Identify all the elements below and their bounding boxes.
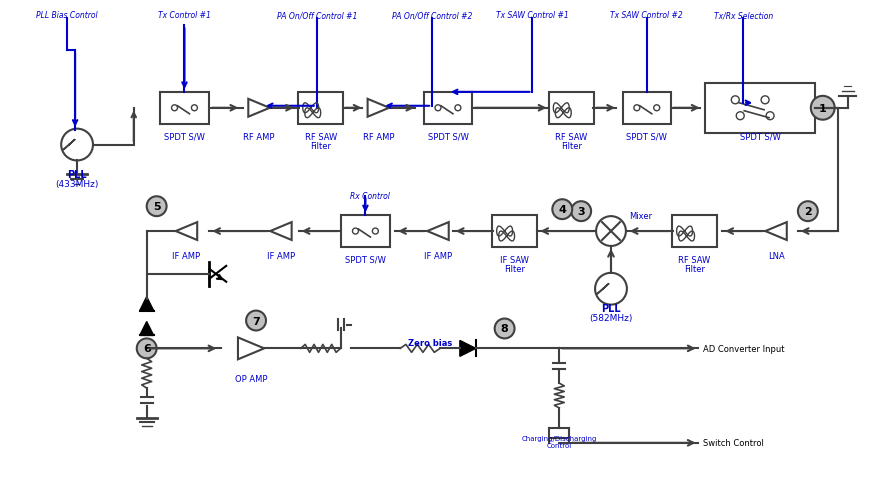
Circle shape — [136, 339, 157, 359]
Text: IF AMP: IF AMP — [267, 252, 295, 260]
Text: RF SAW: RF SAW — [304, 132, 337, 141]
Text: 2: 2 — [804, 207, 812, 216]
Bar — [549, 93, 593, 124]
Polygon shape — [460, 341, 476, 357]
Text: Mixer: Mixer — [629, 212, 652, 221]
Text: RF AMP: RF AMP — [243, 132, 275, 141]
Text: LNA: LNA — [767, 252, 784, 260]
Bar — [492, 216, 537, 248]
Text: PLL: PLL — [601, 303, 620, 313]
Text: RF AMP: RF AMP — [362, 132, 394, 141]
Text: 6: 6 — [143, 344, 150, 354]
Text: 8: 8 — [500, 324, 508, 334]
Bar — [623, 93, 670, 124]
Text: Tx Control #1: Tx Control #1 — [158, 12, 211, 20]
Text: Filter: Filter — [561, 141, 582, 150]
Text: OP AMP: OP AMP — [234, 374, 268, 384]
Bar — [672, 216, 717, 248]
Circle shape — [811, 96, 835, 120]
Polygon shape — [140, 297, 154, 311]
Text: Filter: Filter — [504, 264, 525, 273]
Text: PA On/Off Control #2: PA On/Off Control #2 — [392, 12, 472, 20]
Text: Filter: Filter — [684, 264, 705, 273]
Bar — [705, 84, 815, 133]
Circle shape — [494, 319, 514, 339]
Circle shape — [571, 202, 592, 222]
Text: Switch Control: Switch Control — [704, 438, 765, 447]
Text: RF SAW: RF SAW — [678, 255, 710, 264]
Text: 4: 4 — [558, 205, 566, 215]
Text: 5: 5 — [153, 202, 160, 212]
Text: IF SAW: IF SAW — [500, 255, 529, 264]
Text: (433MHz): (433MHz) — [55, 180, 99, 189]
Circle shape — [246, 311, 266, 331]
Bar — [159, 93, 209, 124]
Text: Tx SAW Control #2: Tx SAW Control #2 — [611, 12, 683, 20]
Circle shape — [798, 202, 818, 222]
Bar — [340, 216, 390, 248]
Text: SPDT S/W: SPDT S/W — [428, 132, 468, 141]
Text: Rx Control: Rx Control — [351, 192, 390, 201]
Text: PA On/Off Control #1: PA On/Off Control #1 — [276, 12, 357, 20]
Text: Tx SAW Control #1: Tx SAW Control #1 — [496, 12, 569, 20]
Text: IF AMP: IF AMP — [424, 252, 452, 260]
Circle shape — [147, 197, 166, 216]
Text: SPDT S/W: SPDT S/W — [626, 132, 668, 141]
Text: AD Converter Input: AD Converter Input — [704, 344, 785, 353]
Text: RF SAW: RF SAW — [555, 132, 587, 141]
Bar — [298, 93, 343, 124]
Text: PLL Bias Control: PLL Bias Control — [37, 12, 98, 20]
Text: SPDT S/W: SPDT S/W — [739, 132, 780, 141]
Text: IF AMP: IF AMP — [172, 252, 200, 260]
Text: PLL: PLL — [67, 170, 87, 180]
Polygon shape — [140, 322, 154, 336]
Bar — [424, 93, 472, 124]
Circle shape — [552, 200, 572, 220]
Text: 1: 1 — [819, 104, 827, 114]
Text: SPDT S/W: SPDT S/W — [345, 255, 386, 264]
Text: Filter: Filter — [310, 141, 331, 150]
Text: 7: 7 — [252, 316, 260, 326]
Text: 3: 3 — [578, 207, 585, 216]
Text: (582MHz): (582MHz) — [589, 313, 633, 322]
Text: Tx/Rx Selection: Tx/Rx Selection — [714, 12, 773, 20]
Text: Charging/Discharging
Control: Charging/Discharging Control — [522, 435, 597, 448]
Text: SPDT S/W: SPDT S/W — [164, 132, 205, 141]
Text: Zero bias: Zero bias — [408, 339, 452, 348]
